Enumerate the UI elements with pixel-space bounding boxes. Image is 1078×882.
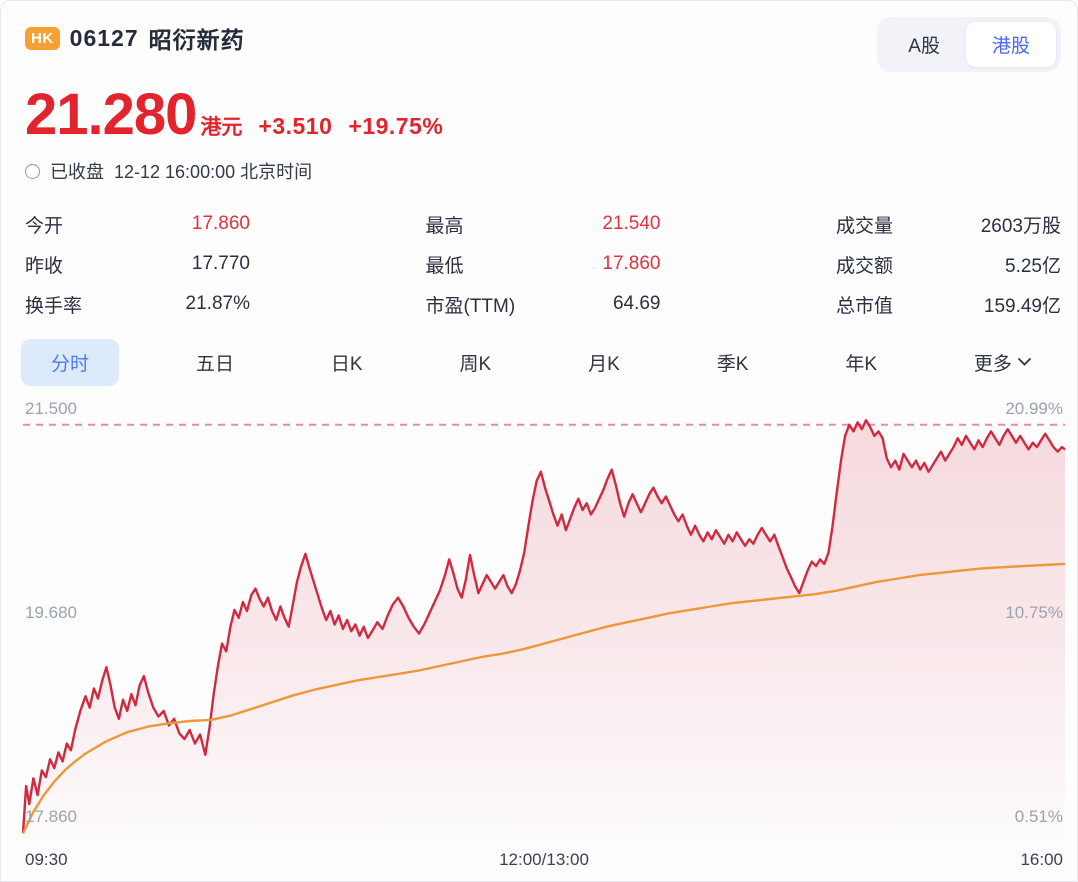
stat-row: 最高 21.540	[426, 204, 661, 244]
stat-label: 换手率	[25, 295, 83, 317]
stat-value: 5.25亿	[1005, 255, 1061, 277]
stat-label: 最低	[425, 255, 464, 277]
stat-value: 21.87%	[185, 293, 250, 314]
x-axis-label-lunch: 12:00/13:00	[499, 850, 589, 869]
market-toggle: A股 港股	[877, 17, 1061, 72]
stat-label: 成交额	[836, 255, 894, 277]
hk-market-badge: HK	[25, 26, 60, 50]
stat-value: 2603万股	[980, 215, 1061, 237]
status-timestamp: 12-12 16:00:00 北京时间	[114, 162, 313, 182]
tab-分时[interactable]: 分时	[21, 338, 120, 386]
stat-row: 市盈(TTM) 64.69	[426, 284, 661, 324]
stat-row: 换手率 21.87%	[25, 284, 250, 324]
stat-column-1: 最高 21.540 最低 17.860 市盈(TTM) 64.69	[426, 204, 661, 324]
x-axis-label-close: 16:00	[1020, 850, 1063, 869]
chart-period-tabs: 分时 五日 日K 周K 月K 季K 年K 更多	[1, 336, 1077, 388]
stat-row: 昨收 17.770	[25, 244, 250, 284]
stock-name: 昭衍新药	[148, 27, 245, 53]
stat-label: 成交量	[836, 215, 894, 237]
clock-circle-icon	[25, 163, 40, 179]
intraday-chart: 21.500 19.680 17.860 20.99% 10.75% 0.51%…	[1, 394, 1078, 881]
chevron-down-icon	[1018, 358, 1031, 366]
tab-月K[interactable]: 月K	[568, 339, 640, 386]
tab-日K[interactable]: 日K	[311, 339, 383, 386]
stat-value: 17.860	[191, 213, 250, 234]
stat-label: 昨收	[25, 255, 64, 277]
current-price: 21.280	[25, 82, 197, 147]
stat-row: 成交量 2603万股	[836, 204, 1061, 244]
quote-stats-grid: 今开 17.860 昨收 17.770 换手率 21.87% 最高 21.540 最低 17.86…	[1, 204, 1077, 324]
stat-label: 今开	[25, 215, 64, 237]
stat-value: 159.49亿	[983, 295, 1061, 317]
stat-value: 17.860	[602, 253, 661, 274]
stat-label: 总市值	[836, 295, 894, 317]
stat-value: 17.770	[191, 253, 250, 274]
stat-column-0: 今开 17.860 昨收 17.770 换手率 21.87%	[25, 204, 250, 324]
x-axis-label-open: 09:30	[25, 850, 68, 869]
price-line	[21, 419, 1066, 834]
price-change-percent: +19.75%	[348, 113, 444, 139]
tab-季K[interactable]: 季K	[697, 339, 769, 386]
y-axis-percent-mid: 10.75%	[1005, 602, 1063, 622]
stat-label: 最高	[425, 215, 464, 237]
y-axis-label-mid: 19.680	[25, 602, 77, 622]
stat-row: 最低 17.860	[426, 244, 661, 284]
market-status-row: 已收盘 12-12 16:00:00 北京时间	[1, 144, 1077, 184]
market-status: 已收盘	[50, 162, 104, 182]
tab-五日[interactable]: 五日	[176, 339, 254, 386]
price-row: 21.280 港元 +3.510 +19.75%	[1, 72, 1077, 144]
stat-value: 21.540	[602, 213, 661, 234]
stat-row: 成交额 5.25亿	[836, 244, 1061, 284]
stat-value: 64.69	[612, 293, 661, 314]
stock-code: 06127	[69, 24, 139, 51]
y-axis-label-bottom: 17.860	[25, 807, 77, 827]
average-price-line	[21, 562, 1066, 834]
price-area-fill	[23, 420, 1065, 840]
toggle-hk-share[interactable]: 港股	[965, 22, 1056, 67]
tab-more[interactable]: 更多	[954, 339, 1051, 386]
top-bar: HK 06127 昭衍新药 A股 港股	[1, 1, 1077, 72]
stat-label: 市盈(TTM)	[425, 295, 516, 317]
stat-row: 今开 17.860	[25, 204, 250, 244]
tab-周K[interactable]: 周K	[439, 339, 511, 386]
price-change: +3.510	[258, 113, 333, 139]
chart-canvas[interactable]	[1, 394, 1078, 844]
y-axis-label-top: 21.500	[25, 398, 77, 418]
y-axis-percent-top: 20.99%	[1005, 398, 1063, 418]
tab-年K[interactable]: 年K	[825, 339, 897, 386]
stat-column-2: 成交量 2603万股成交额 5.25亿总市值 159.49亿	[836, 204, 1061, 324]
y-axis-percent-bottom: 0.51%	[1014, 807, 1063, 827]
toggle-a-share[interactable]: A股	[882, 22, 966, 67]
stat-row: 总市值 159.49亿	[836, 284, 1061, 324]
stock-title-group: HK 06127 昭衍新药	[25, 17, 245, 55]
x-axis: 09:30 12:00/13:00 16:00	[25, 850, 1063, 870]
currency-label: 港元	[200, 116, 243, 139]
